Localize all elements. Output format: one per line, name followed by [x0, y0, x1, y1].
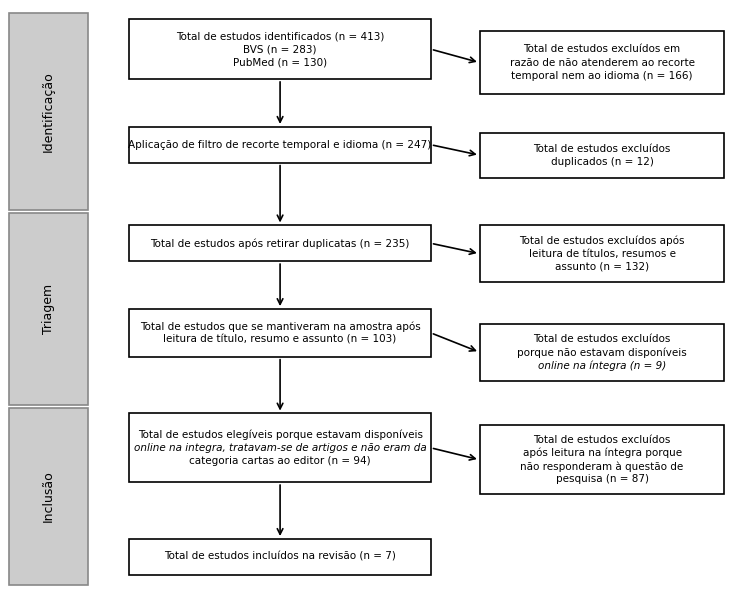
- FancyBboxPatch shape: [480, 226, 724, 282]
- Text: não responderam à questão de: não responderam à questão de: [520, 461, 683, 472]
- FancyBboxPatch shape: [129, 19, 431, 79]
- Text: duplicados (n = 12): duplicados (n = 12): [550, 157, 653, 167]
- FancyBboxPatch shape: [9, 13, 88, 211]
- Text: online na íntegra (n = 9): online na íntegra (n = 9): [538, 360, 666, 371]
- Text: assunto (n = 132): assunto (n = 132): [555, 262, 649, 272]
- Text: Aplicação de filtro de recorte temporal e idioma (n = 247): Aplicação de filtro de recorte temporal …: [129, 140, 432, 150]
- Text: Total de estudos incluídos na revisão (n = 7): Total de estudos incluídos na revisão (n…: [164, 552, 396, 562]
- Text: pesquisa (n = 87): pesquisa (n = 87): [556, 475, 649, 484]
- Text: Total de estudos excluídos: Total de estudos excluídos: [534, 435, 671, 445]
- Text: Total de estudos excluídos em: Total de estudos excluídos em: [523, 44, 680, 55]
- FancyBboxPatch shape: [480, 324, 724, 380]
- FancyBboxPatch shape: [129, 539, 431, 575]
- Text: porque não estavam disponíveis: porque não estavam disponíveis: [517, 347, 687, 358]
- Text: Inclusão: Inclusão: [42, 470, 55, 523]
- Text: PubMed (n = 130): PubMed (n = 130): [233, 58, 327, 67]
- FancyBboxPatch shape: [480, 133, 724, 178]
- FancyBboxPatch shape: [129, 127, 431, 163]
- Text: categoria cartas ao editor (n = 94): categoria cartas ao editor (n = 94): [189, 456, 371, 466]
- Text: Total de estudos excluídos: Total de estudos excluídos: [534, 143, 671, 154]
- Text: temporal nem ao idioma (n = 166): temporal nem ao idioma (n = 166): [511, 71, 692, 81]
- FancyBboxPatch shape: [9, 214, 88, 404]
- Text: Total de estudos que se mantiveram na amostra após: Total de estudos que se mantiveram na am…: [140, 321, 420, 332]
- Text: Total de estudos após retirar duplicatas (n = 235): Total de estudos após retirar duplicatas…: [150, 238, 410, 248]
- FancyBboxPatch shape: [129, 413, 431, 482]
- Text: Total de estudos excluídos após: Total de estudos excluídos após: [519, 235, 685, 246]
- FancyBboxPatch shape: [129, 309, 431, 357]
- Text: Total de estudos elegíveis porque estavam disponíveis: Total de estudos elegíveis porque estava…: [138, 430, 423, 440]
- Text: BVS (n = 283): BVS (n = 283): [243, 44, 317, 54]
- FancyBboxPatch shape: [480, 31, 724, 94]
- Text: razão de não atenderem ao recorte: razão de não atenderem ao recorte: [510, 58, 695, 68]
- Text: Identificação: Identificação: [42, 71, 55, 152]
- Text: Triagem: Triagem: [42, 284, 55, 334]
- FancyBboxPatch shape: [9, 407, 88, 586]
- Text: Total de estudos excluídos: Total de estudos excluídos: [534, 334, 671, 344]
- Text: leitura de título, resumo e assunto (n = 103): leitura de título, resumo e assunto (n =…: [163, 334, 397, 344]
- Text: Total de estudos identificados (n = 413): Total de estudos identificados (n = 413): [176, 31, 384, 41]
- Text: após leitura na íntegra porque: após leitura na íntegra porque: [522, 448, 682, 458]
- FancyBboxPatch shape: [480, 425, 724, 494]
- Text: online na integra, tratavam-se de artigos e não eram da: online na integra, tratavam-se de artigo…: [134, 443, 426, 453]
- Text: leitura de títulos, resumos e: leitura de títulos, resumos e: [528, 249, 676, 259]
- FancyBboxPatch shape: [129, 226, 431, 261]
